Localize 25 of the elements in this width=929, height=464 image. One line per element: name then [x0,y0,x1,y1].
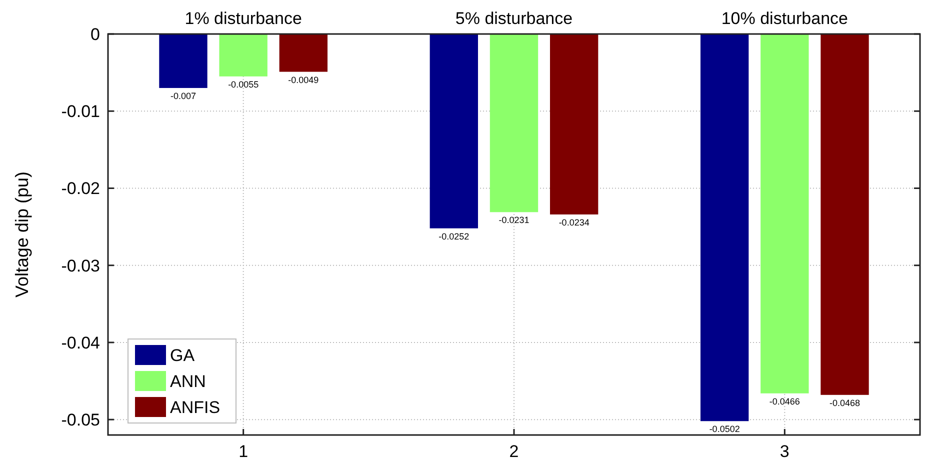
legend-label: ANFIS [170,398,220,417]
y-tick-label: 0 [90,24,100,44]
data-label: -0.0049 [288,74,319,85]
text: 1% disturbance [184,9,302,28]
y-tick-label: -0.05 [61,410,100,430]
y-tick-label: -0.02 [61,179,100,198]
text: 10% disturbance [721,9,848,28]
data-label: -0.0468 [829,398,860,408]
data-label: -0.0055 [228,79,259,90]
text: 5% disturbance [455,9,573,28]
x-tick-label: 1 [238,442,248,461]
data-label: -0.007 [170,90,196,101]
y-tick-label: -0.04 [61,333,100,352]
data-label: -0.0502 [709,424,740,434]
data-label: -0.0234 [558,217,590,228]
data-label: -0.0466 [769,396,800,406]
data-label: -0.0231 [498,215,530,226]
legend-label: ANN [170,372,206,391]
y-tick-label: -0.01 [61,102,100,122]
x-tick-label: 2 [509,442,519,461]
y-axis-title: Voltage dip (pu) [12,171,32,298]
x-tick-label: 3 [780,442,790,461]
legend-label: GA [170,346,196,365]
data-label: -0.0252 [438,231,470,242]
y-tick-label: -0.03 [61,256,100,276]
